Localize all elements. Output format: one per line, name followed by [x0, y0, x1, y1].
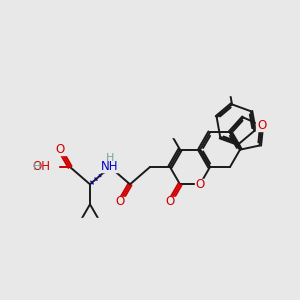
Bar	[75, 218, 85, 226]
Text: O: O	[257, 119, 266, 132]
Bar	[256, 121, 267, 130]
Text: H: H	[106, 153, 114, 163]
Text: O: O	[116, 195, 124, 208]
Bar	[101, 162, 119, 172]
Bar	[32, 163, 41, 172]
Text: NH: NH	[101, 160, 119, 173]
Bar	[55, 145, 65, 155]
Bar	[164, 196, 175, 207]
Bar	[95, 218, 105, 226]
Bar	[223, 86, 237, 95]
Text: OH: OH	[32, 160, 50, 173]
Bar	[165, 128, 175, 137]
Text: O: O	[56, 143, 64, 156]
Text: O: O	[195, 178, 205, 191]
Bar	[42, 162, 58, 172]
Bar	[106, 154, 115, 163]
Bar	[194, 179, 206, 189]
Text: O: O	[165, 195, 175, 208]
Text: H: H	[33, 162, 41, 172]
Bar	[115, 196, 125, 207]
